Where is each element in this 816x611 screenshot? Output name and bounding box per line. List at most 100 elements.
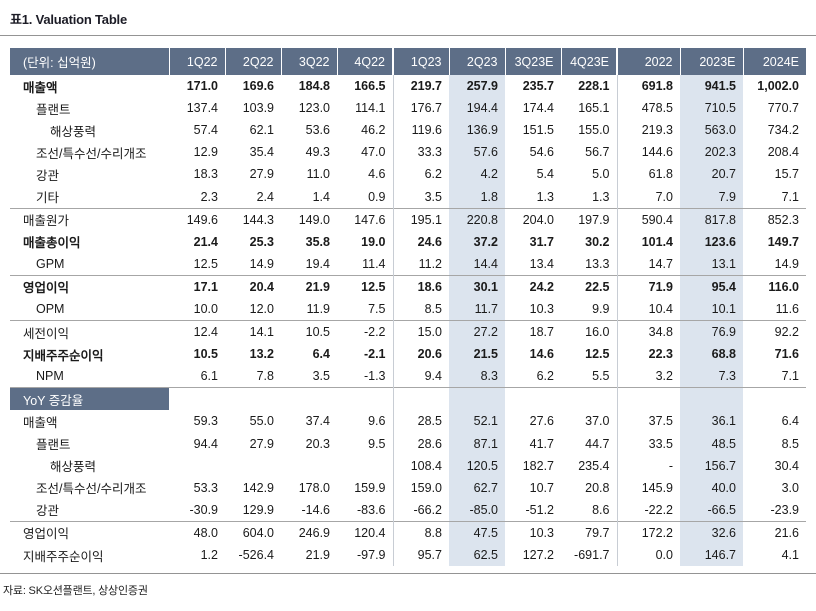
row-label: 매출액	[23, 80, 58, 95]
cell: 101.4	[616, 230, 680, 253]
cell: 95.4	[680, 274, 743, 298]
cell: 12.5	[585, 347, 610, 362]
cell: 15.0	[392, 320, 449, 344]
cell: -66.5	[680, 498, 743, 522]
cell: 108.4	[392, 454, 449, 477]
cell: 710.5	[680, 97, 743, 120]
cell: 49.3	[305, 145, 330, 160]
cell: 20.8	[585, 480, 610, 495]
row-label: 강관	[36, 504, 60, 519]
cell	[337, 455, 393, 477]
cell: 8.5	[781, 436, 799, 451]
cell: 12.0	[249, 301, 274, 316]
cell: 37.0	[585, 414, 610, 429]
cell: 87.1	[449, 432, 505, 455]
cell: -83.6	[357, 502, 386, 517]
cell: 35.4	[249, 145, 274, 160]
table-row: 매출액 171.0 169.6 184.8 166.5 219.7 257.9 235.7 22…	[10, 75, 806, 98]
cell: 27.9	[249, 167, 274, 182]
cell: -2.2	[337, 320, 393, 344]
table-row: 플랜트 137.4 103.9 123.0 114.1 176.7 194.4 174.4 16…	[10, 97, 806, 120]
cell: 53.6	[305, 123, 330, 138]
cell: 208.4	[767, 145, 799, 160]
cell: 114.1	[355, 101, 386, 116]
cell: 1.3	[592, 189, 610, 204]
cell: 14.9	[249, 256, 274, 271]
row-label: 영업이익	[10, 274, 169, 298]
cell: 79.7	[561, 520, 617, 544]
cell: 3.2	[616, 365, 680, 388]
cell: 5.4	[536, 167, 554, 182]
row-label: 해상풍력	[50, 460, 97, 475]
table-row: GPM 12.5 14.9 19.4 11.4 11.2 14.4 13.4 13.3 14.7 1…	[10, 252, 806, 276]
cell	[392, 387, 449, 411]
cell: 169.6	[242, 79, 274, 94]
cell: 1.2	[200, 548, 218, 563]
cell: 120.5	[449, 454, 505, 477]
cell: 10.3	[529, 301, 554, 316]
cell: 8.8	[392, 520, 449, 544]
cell: 144.6	[616, 141, 680, 164]
cell: 14.7	[616, 252, 680, 276]
cell: 20.7	[680, 163, 743, 186]
title-divider	[0, 35, 816, 36]
row-label: NPM	[36, 369, 64, 384]
cell: 6.4	[781, 414, 799, 429]
cell: 159.0	[392, 476, 449, 499]
cell: 20.6	[392, 343, 449, 366]
cell: 145.9	[616, 476, 680, 499]
cell: 15.7	[774, 167, 799, 182]
cell: 14.4	[449, 252, 505, 276]
cell: 92.2	[743, 320, 806, 344]
cell: 129.9	[242, 502, 274, 517]
cell: 17.1	[169, 274, 225, 298]
cell: -14.6	[301, 502, 331, 517]
cell: 9.4	[392, 365, 449, 388]
cell: 4.6	[368, 167, 386, 182]
cell: 37.5	[616, 410, 680, 433]
cell: 11.0	[306, 167, 330, 182]
cell: 1.4	[312, 189, 330, 204]
cell: 32.6	[680, 520, 743, 544]
cell: 10.4	[616, 297, 680, 321]
cell: 159.9	[354, 480, 386, 495]
cell: 12.5	[337, 274, 393, 298]
cell: 478.5	[616, 97, 680, 120]
column-header-4q22: 4Q22	[336, 48, 393, 75]
cell: 147.6	[337, 207, 393, 231]
cell: 5.0	[592, 167, 610, 182]
cell: -2.1	[363, 347, 386, 362]
cell: 9.5	[368, 436, 386, 451]
section-title: YoY 증감율	[10, 387, 169, 411]
cell: -30.9	[189, 502, 219, 517]
table-row: 영업이익 48.0 604.0 246.9 120.4 8.8 47.5 10.3 79.7 17…	[10, 520, 806, 544]
table-row: 강관 -30.9 129.9 -14.6 -83.6 -66.2 -85.0 -51.2 8.6…	[10, 498, 806, 522]
cell: 16.0	[561, 320, 617, 344]
cell: -23.9	[770, 502, 800, 517]
cell: 176.7	[392, 97, 449, 120]
cell: 182.7	[522, 458, 554, 473]
cell: 10.1	[680, 297, 743, 321]
row-label: GPM	[36, 256, 65, 271]
cell: 590.4	[616, 207, 680, 231]
cell: 123.6	[680, 230, 743, 253]
cell: 94.4	[193, 436, 218, 451]
cell: 61.8	[616, 163, 680, 186]
cell: -97.9	[357, 548, 386, 563]
cell: 7.5	[368, 301, 386, 316]
cell: 1.8	[449, 185, 505, 209]
cell: -22.2	[616, 498, 680, 522]
table-row: 강관 18.3 27.9 11.0 4.6 6.2 4.2 5.4 5.0 61.8 20.7 15.…	[10, 163, 806, 186]
cell: 151.5	[522, 123, 554, 138]
cell: 30.1	[449, 274, 505, 298]
cell: 3.0	[781, 480, 799, 495]
cell: 9.6	[368, 414, 386, 429]
column-header-2022: 2022	[616, 48, 680, 75]
cell: 59.3	[193, 414, 218, 429]
row-label: 지배주주순이익	[23, 549, 104, 564]
column-header-3q23e: 3Q23E	[504, 48, 561, 75]
cell: 7.3	[680, 365, 743, 388]
row-label: 기타	[36, 191, 60, 206]
cell: 53.3	[193, 480, 218, 495]
cell: 27.2	[449, 320, 505, 344]
